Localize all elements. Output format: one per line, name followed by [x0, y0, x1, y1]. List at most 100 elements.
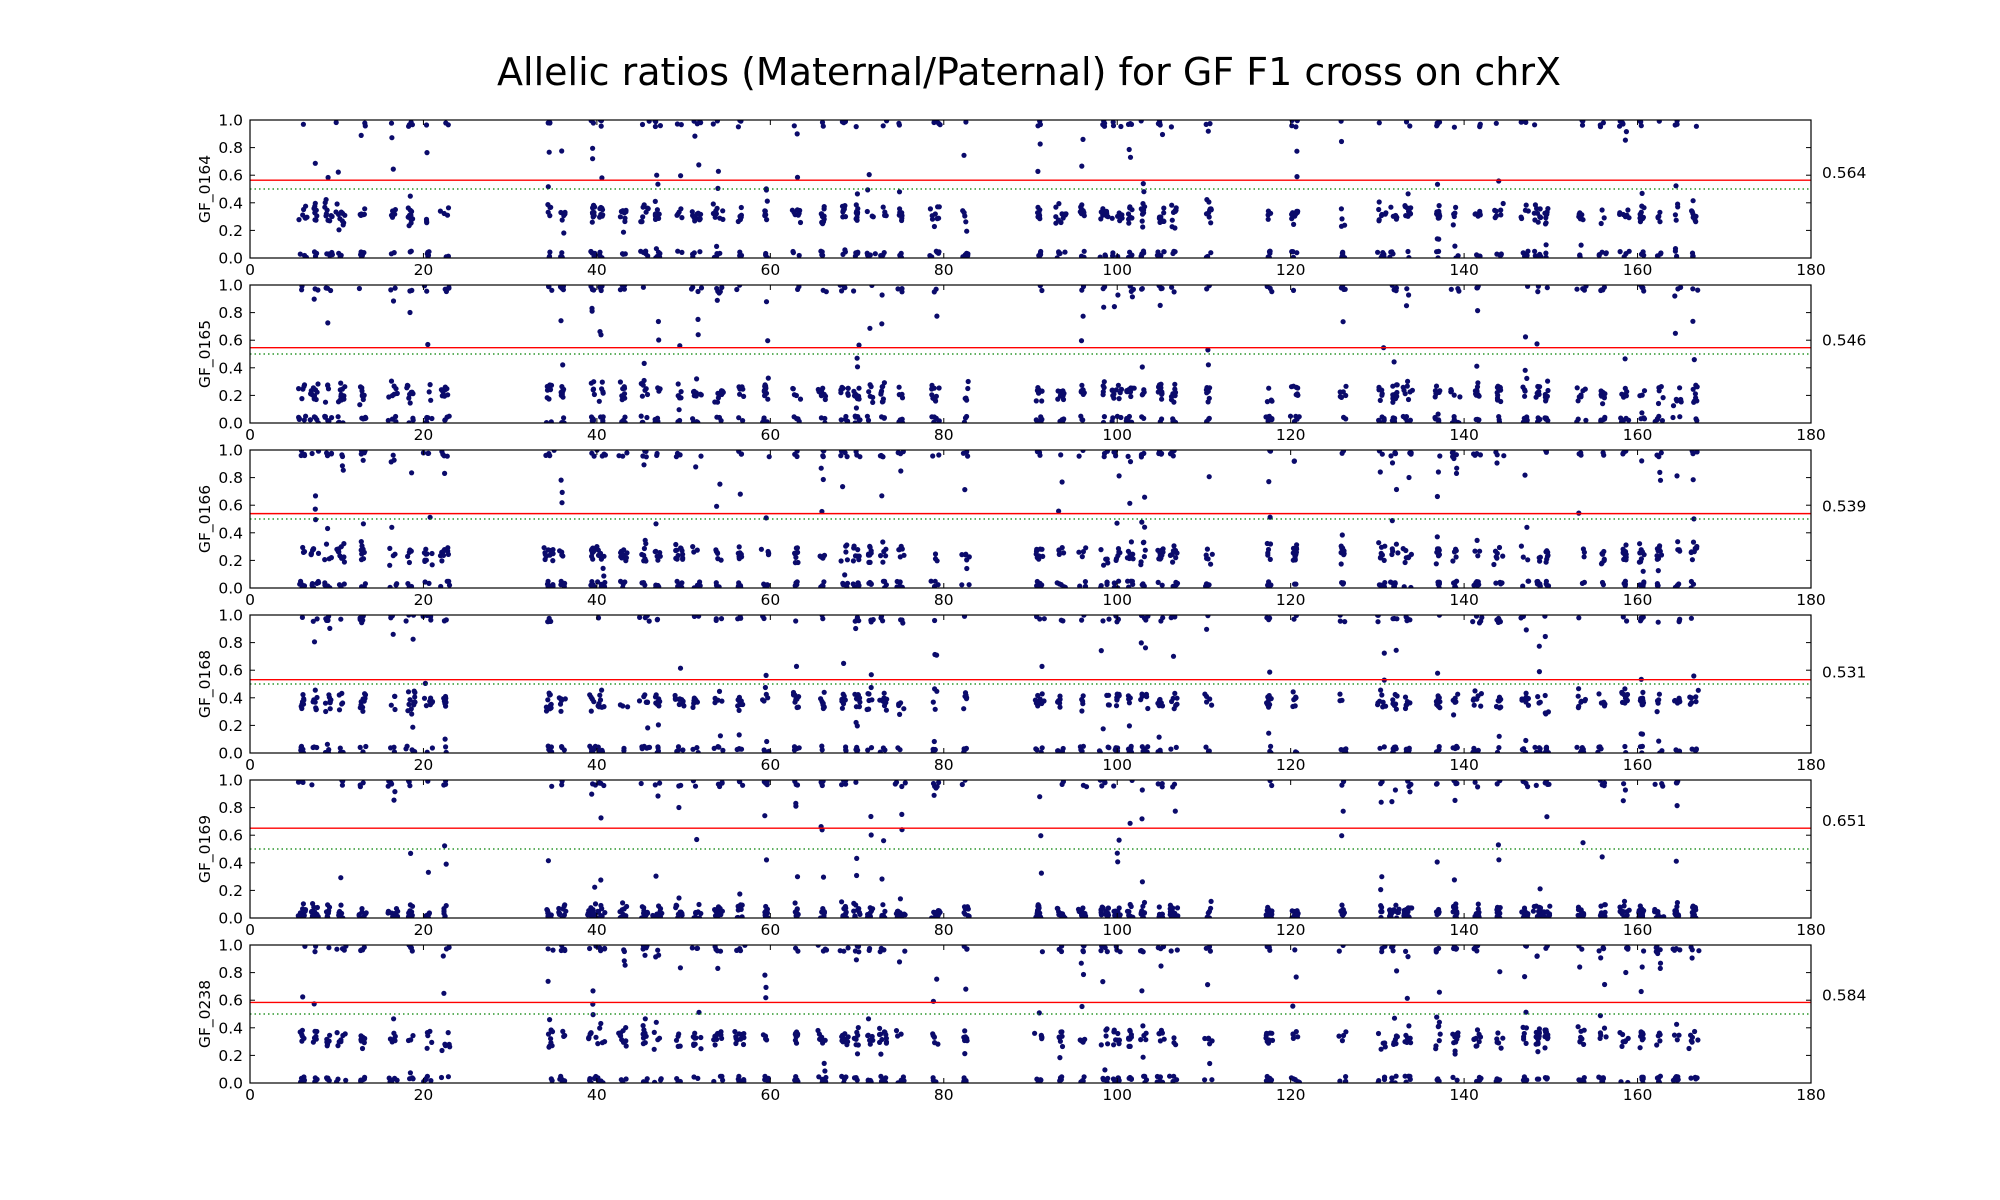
data-point	[358, 539, 364, 545]
data-point	[1600, 401, 1606, 407]
data-point	[1142, 547, 1148, 553]
data-point	[845, 392, 851, 398]
data-point	[934, 313, 940, 319]
data-point	[390, 208, 396, 214]
data-point	[1129, 578, 1135, 584]
data-point	[1675, 201, 1681, 207]
data-point	[1452, 243, 1458, 249]
data-point	[1599, 207, 1605, 213]
data-point	[691, 615, 697, 619]
data-point	[623, 1076, 629, 1082]
data-point	[392, 1033, 398, 1039]
data-point	[713, 1032, 720, 1038]
x-tick-label: 180	[1796, 261, 1826, 279]
data-point	[1080, 136, 1086, 142]
data-point	[1691, 398, 1697, 404]
data-point	[1104, 692, 1110, 699]
data-point	[1157, 302, 1163, 308]
data-point	[1140, 748, 1146, 753]
data-point	[842, 572, 848, 578]
data-point	[545, 1031, 552, 1037]
x-tick-label: 100	[1102, 591, 1132, 609]
data-point	[692, 1030, 698, 1036]
data-point	[1056, 201, 1062, 207]
data-point	[549, 783, 555, 789]
data-point	[1532, 122, 1538, 128]
data-point	[1037, 794, 1043, 800]
data-point	[1601, 215, 1607, 221]
data-point	[1620, 546, 1626, 552]
data-point	[1473, 416, 1479, 423]
data-point	[1109, 387, 1115, 393]
data-point	[1626, 907, 1632, 913]
x-tick-label: 120	[1276, 921, 1306, 939]
data-point	[1640, 689, 1646, 696]
panel-gf-0164: 0.00.20.40.60.81.00 20 40 60 80 100 120 140 160 1…	[196, 112, 1866, 280]
data-point	[1173, 555, 1179, 561]
data-point	[1547, 903, 1553, 909]
data-point	[1654, 709, 1660, 715]
data-point	[1434, 209, 1440, 215]
x-tick-label: 40	[587, 261, 607, 279]
data-point	[740, 1041, 747, 1048]
data-point	[387, 584, 393, 588]
data-point	[341, 947, 347, 953]
data-point	[545, 946, 551, 952]
data-point	[1670, 414, 1676, 421]
data-point	[1435, 255, 1441, 258]
data-point	[899, 286, 905, 292]
data-point	[819, 747, 825, 753]
data-point	[1433, 561, 1439, 567]
data-point	[1127, 820, 1133, 826]
data-point	[674, 547, 680, 553]
data-point	[715, 168, 722, 174]
data-point	[840, 484, 846, 490]
data-point	[1377, 397, 1383, 403]
data-point	[879, 876, 885, 882]
data-point	[1691, 673, 1697, 679]
data-point	[425, 450, 431, 456]
data-point	[1039, 745, 1045, 751]
data-point	[1079, 910, 1085, 916]
data-point	[1035, 692, 1041, 699]
data-point	[679, 249, 685, 255]
data-point	[713, 908, 719, 914]
data-point	[1601, 556, 1607, 562]
data-point	[1141, 915, 1147, 918]
data-point	[546, 746, 552, 753]
data-point	[1454, 465, 1460, 471]
data-point	[602, 910, 608, 916]
data-point	[1378, 914, 1384, 918]
data-point	[1434, 493, 1440, 500]
data-point	[590, 556, 596, 562]
data-point	[1170, 548, 1176, 554]
data-point	[360, 521, 366, 527]
data-point	[838, 417, 844, 423]
data-point	[740, 701, 746, 708]
data-point	[1266, 583, 1272, 588]
data-point	[1269, 417, 1275, 423]
data-point	[597, 214, 603, 220]
data-point	[1621, 781, 1627, 787]
data-point	[324, 910, 331, 916]
data-point	[541, 545, 547, 551]
data-point	[840, 582, 846, 588]
data-point	[1534, 341, 1540, 347]
data-point	[360, 393, 366, 399]
data-point	[1393, 212, 1399, 219]
data-point	[865, 187, 871, 193]
data-point	[1655, 568, 1661, 574]
data-point	[1523, 120, 1529, 125]
data-point	[1289, 216, 1295, 222]
data-point	[1126, 912, 1132, 918]
data-point	[340, 420, 346, 423]
data-point	[641, 462, 647, 468]
data-point	[425, 341, 431, 348]
data-point	[1100, 419, 1107, 423]
data-point	[406, 584, 412, 588]
data-point	[1294, 120, 1300, 124]
data-point	[867, 382, 873, 388]
data-point	[1295, 385, 1301, 391]
data-point	[856, 342, 862, 348]
axes-frame	[249, 614, 1812, 754]
